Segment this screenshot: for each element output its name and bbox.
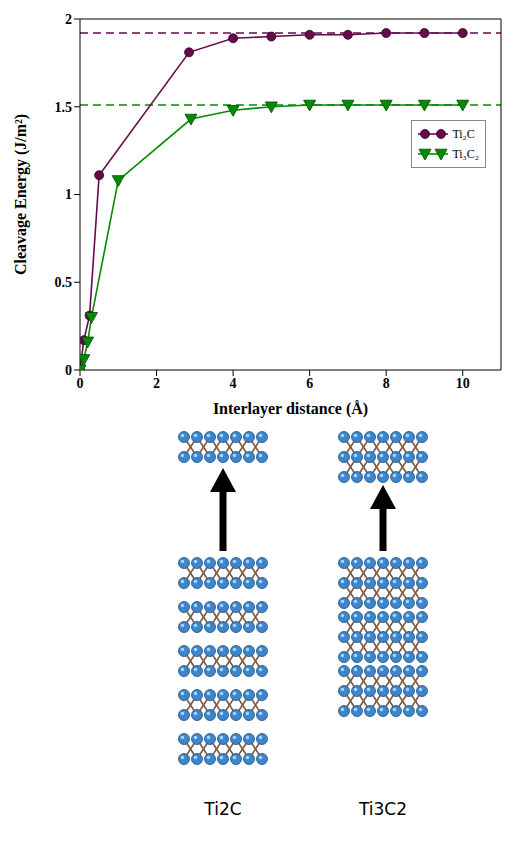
svg-text:Interlayer distance (Å): Interlayer distance (Å): [213, 400, 368, 418]
svg-text:1: 1: [65, 187, 72, 202]
svg-text:6: 6: [306, 376, 313, 391]
svg-text:0: 0: [65, 363, 72, 378]
svg-text:1.5: 1.5: [55, 100, 73, 115]
svg-text:Ti3C2: Ti3C2: [358, 799, 407, 819]
svg-text:0.5: 0.5: [55, 275, 73, 290]
html-text:Ti₃C₂: Ti₃C₂: [452, 147, 479, 161]
svg-text:10: 10: [456, 376, 470, 391]
svg-text:Ti2C: Ti2C: [203, 799, 241, 819]
svg-text:2: 2: [65, 12, 72, 27]
svg-text:8: 8: [383, 376, 390, 391]
svg-text:4: 4: [230, 376, 237, 391]
svg-text:Cleavage Energy (J/m²): Cleavage Energy (J/m²): [12, 114, 30, 275]
html-text:Ti₂C: Ti₂C: [452, 127, 475, 141]
svg-text:0: 0: [77, 376, 84, 391]
svg-text:2: 2: [153, 376, 160, 391]
